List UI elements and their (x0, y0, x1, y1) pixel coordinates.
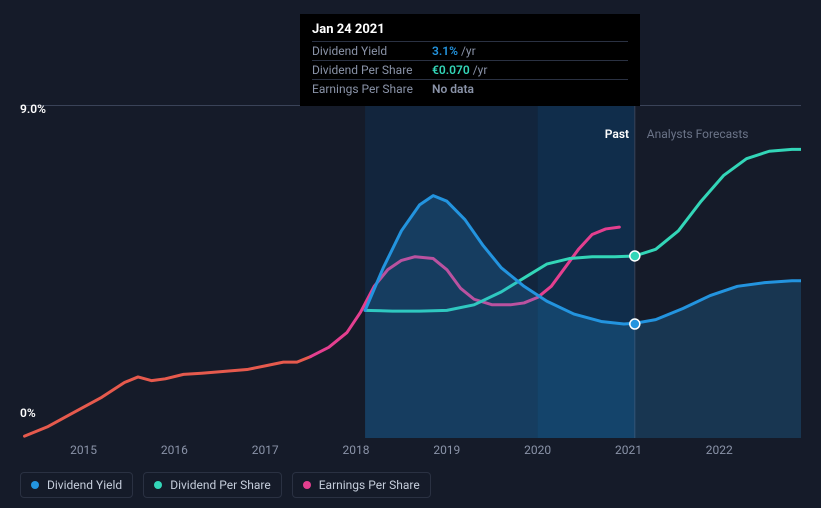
x-tick-label: 2018 (343, 443, 370, 457)
x-tick-label: 2022 (706, 443, 733, 457)
chart-legend: Dividend Yield Dividend Per Share Earnin… (20, 472, 431, 498)
tooltip-row: Dividend Yield 3.1% /yr (312, 41, 628, 60)
y-axis-max-label: 9.0% (20, 102, 46, 116)
tooltip-unit: /yr (461, 44, 476, 58)
chart-svg (20, 105, 801, 438)
tooltip-label: Earnings Per Share (312, 82, 432, 96)
x-tick-label: 2016 (161, 443, 188, 457)
legend-label: Earnings Per Share (319, 478, 420, 492)
x-tick-label: 2020 (524, 443, 551, 457)
legend-label: Dividend Per Share (170, 478, 271, 492)
x-tick-label: 2017 (252, 443, 279, 457)
forecast-region-label: Analysts Forecasts (647, 127, 749, 141)
x-tick-label: 2019 (433, 443, 460, 457)
x-tick-label: 2015 (70, 443, 97, 457)
chart-tooltip: Jan 24 2021 Dividend Yield 3.1% /yr Divi… (300, 14, 640, 106)
legend-dot-icon (154, 481, 162, 489)
past-region-label: Past (605, 127, 629, 141)
y-axis-min-label: 0% (20, 406, 36, 420)
dividend-chart: Jan 24 2021 Dividend Yield 3.1% /yr Divi… (0, 0, 821, 508)
tooltip-value: No data (432, 82, 474, 96)
legend-item-dividend-yield[interactable]: Dividend Yield (20, 472, 133, 498)
tooltip-row: Earnings Per Share No data (312, 79, 628, 98)
tooltip-label: Dividend Yield (312, 44, 432, 58)
legend-dot-icon (31, 481, 39, 489)
x-axis: 2015 2016 2017 2018 2019 2020 2021 2022 (20, 443, 801, 463)
tooltip-unit: /yr (473, 63, 488, 77)
legend-dot-icon (303, 481, 311, 489)
x-tick-label: 2021 (615, 443, 642, 457)
legend-label: Dividend Yield (47, 478, 122, 492)
plot-area[interactable]: 9.0% 0% Past Analysts Forecasts (20, 105, 801, 438)
tooltip-row: Dividend Per Share €0.070 /yr (312, 60, 628, 79)
legend-item-earnings-per-share[interactable]: Earnings Per Share (292, 472, 431, 498)
tooltip-value: €0.070 (432, 63, 470, 77)
tooltip-date: Jan 24 2021 (312, 22, 628, 37)
legend-item-dividend-per-share[interactable]: Dividend Per Share (143, 472, 282, 498)
tooltip-value: 3.1% (432, 44, 458, 58)
tooltip-label: Dividend Per Share (312, 63, 432, 77)
